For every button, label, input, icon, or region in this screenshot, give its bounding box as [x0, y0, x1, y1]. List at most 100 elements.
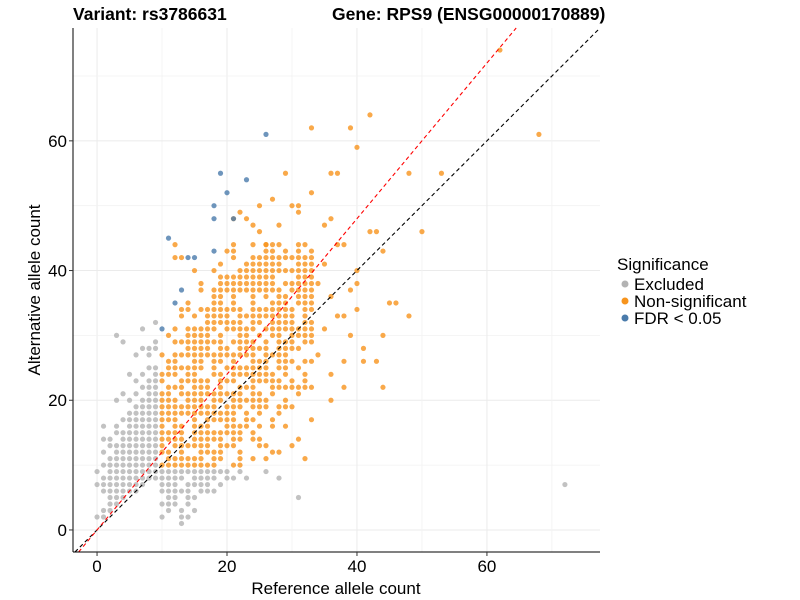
- point-non-significant: [159, 371, 165, 377]
- point-non-significant: [217, 371, 224, 377]
- point-excluded: [94, 514, 100, 520]
- point-excluded: [152, 371, 159, 377]
- point-excluded: [217, 481, 224, 488]
- point-non-significant: [243, 397, 250, 403]
- point-non-significant: [276, 242, 282, 248]
- point-non-significant: [263, 371, 269, 377]
- point-non-significant: [250, 358, 256, 364]
- point-non-significant: [198, 384, 204, 390]
- point-non-significant: [328, 371, 334, 377]
- point-non-significant: [289, 404, 295, 410]
- point-excluded: [178, 475, 185, 481]
- point-non-significant: [302, 293, 308, 300]
- point-non-significant: [172, 365, 178, 371]
- point-non-significant: [243, 287, 250, 293]
- point-non-significant: [159, 391, 165, 397]
- point-non-significant: [185, 397, 191, 403]
- point-non-significant: [295, 248, 302, 254]
- point-non-significant: [360, 358, 367, 364]
- point-excluded: [204, 481, 211, 488]
- point-non-significant: [217, 449, 224, 455]
- point-non-significant: [302, 358, 308, 364]
- point-non-significant: [211, 293, 217, 300]
- point-excluded: [172, 501, 178, 507]
- point-non-significant: [224, 280, 230, 287]
- point-non-significant: [230, 339, 237, 345]
- point-non-significant: [269, 417, 276, 423]
- point-non-significant: [204, 339, 211, 345]
- point-excluded: [191, 468, 198, 475]
- point-non-significant: [224, 365, 230, 371]
- point-non-significant: [386, 300, 393, 306]
- point-excluded: [139, 404, 146, 410]
- point-non-significant: [185, 443, 191, 449]
- point-excluded: [139, 443, 146, 449]
- point-non-significant: [237, 319, 243, 326]
- point-excluded: [152, 384, 159, 390]
- point-non-significant: [237, 209, 243, 215]
- point-non-significant: [230, 410, 237, 416]
- point-non-significant: [159, 423, 165, 429]
- point-excluded: [152, 404, 159, 410]
- point-non-significant: [393, 300, 399, 306]
- point-excluded: [139, 397, 146, 403]
- point-non-significant: [263, 345, 269, 351]
- point-non-significant: [269, 449, 276, 455]
- point-non-significant: [198, 456, 204, 462]
- point-non-significant: [204, 423, 211, 429]
- point-excluded: [165, 468, 172, 475]
- point-non-significant: [250, 352, 256, 358]
- point-non-significant: [263, 313, 269, 319]
- point-non-significant: [224, 378, 230, 384]
- point-non-significant: [256, 378, 263, 384]
- point-excluded: [120, 475, 126, 481]
- point-non-significant: [204, 332, 211, 338]
- point-non-significant: [269, 306, 276, 313]
- point-non-significant: [295, 436, 302, 442]
- point-fdr-0-05: [224, 190, 230, 196]
- point-excluded: [178, 507, 185, 514]
- point-non-significant: [172, 384, 178, 390]
- legend: Significance ExcludedNon-significantFDR …: [617, 255, 747, 328]
- point-non-significant: [289, 345, 295, 351]
- point-excluded: [159, 475, 165, 481]
- point-non-significant: [282, 254, 289, 261]
- point-non-significant: [198, 358, 204, 364]
- point-non-significant: [256, 319, 263, 326]
- legend-label: Excluded: [634, 275, 704, 294]
- point-non-significant: [334, 313, 341, 319]
- point-non-significant: [263, 242, 269, 248]
- point-non-significant: [211, 358, 217, 364]
- point-non-significant: [263, 280, 269, 287]
- point-non-significant: [198, 436, 204, 442]
- point-non-significant: [250, 456, 256, 462]
- point-non-significant: [211, 417, 217, 423]
- point-non-significant: [308, 125, 315, 131]
- point-excluded: [152, 339, 159, 345]
- point-non-significant: [217, 345, 224, 351]
- point-non-significant: [276, 404, 282, 410]
- point-excluded: [113, 430, 120, 436]
- y-ticks: 0 20 40 60: [48, 132, 73, 540]
- point-non-significant: [191, 404, 198, 410]
- point-excluded: [146, 449, 152, 455]
- point-non-significant: [276, 222, 282, 228]
- point-non-significant: [191, 365, 198, 371]
- point-non-significant: [308, 293, 315, 300]
- point-non-significant: [321, 222, 328, 228]
- point-excluded: [178, 514, 185, 520]
- point-non-significant: [282, 397, 289, 403]
- point-excluded: [113, 475, 120, 481]
- point-non-significant: [211, 456, 217, 462]
- point-non-significant: [269, 326, 276, 332]
- point-non-significant: [269, 242, 276, 248]
- point-non-significant: [250, 345, 256, 351]
- point-non-significant: [224, 404, 230, 410]
- point-excluded: [113, 443, 120, 449]
- point-non-significant: [230, 319, 237, 326]
- point-non-significant: [269, 378, 276, 384]
- point-non-significant: [295, 384, 302, 390]
- point-non-significant: [328, 216, 334, 222]
- point-non-significant: [373, 358, 380, 364]
- point-non-significant: [172, 423, 178, 429]
